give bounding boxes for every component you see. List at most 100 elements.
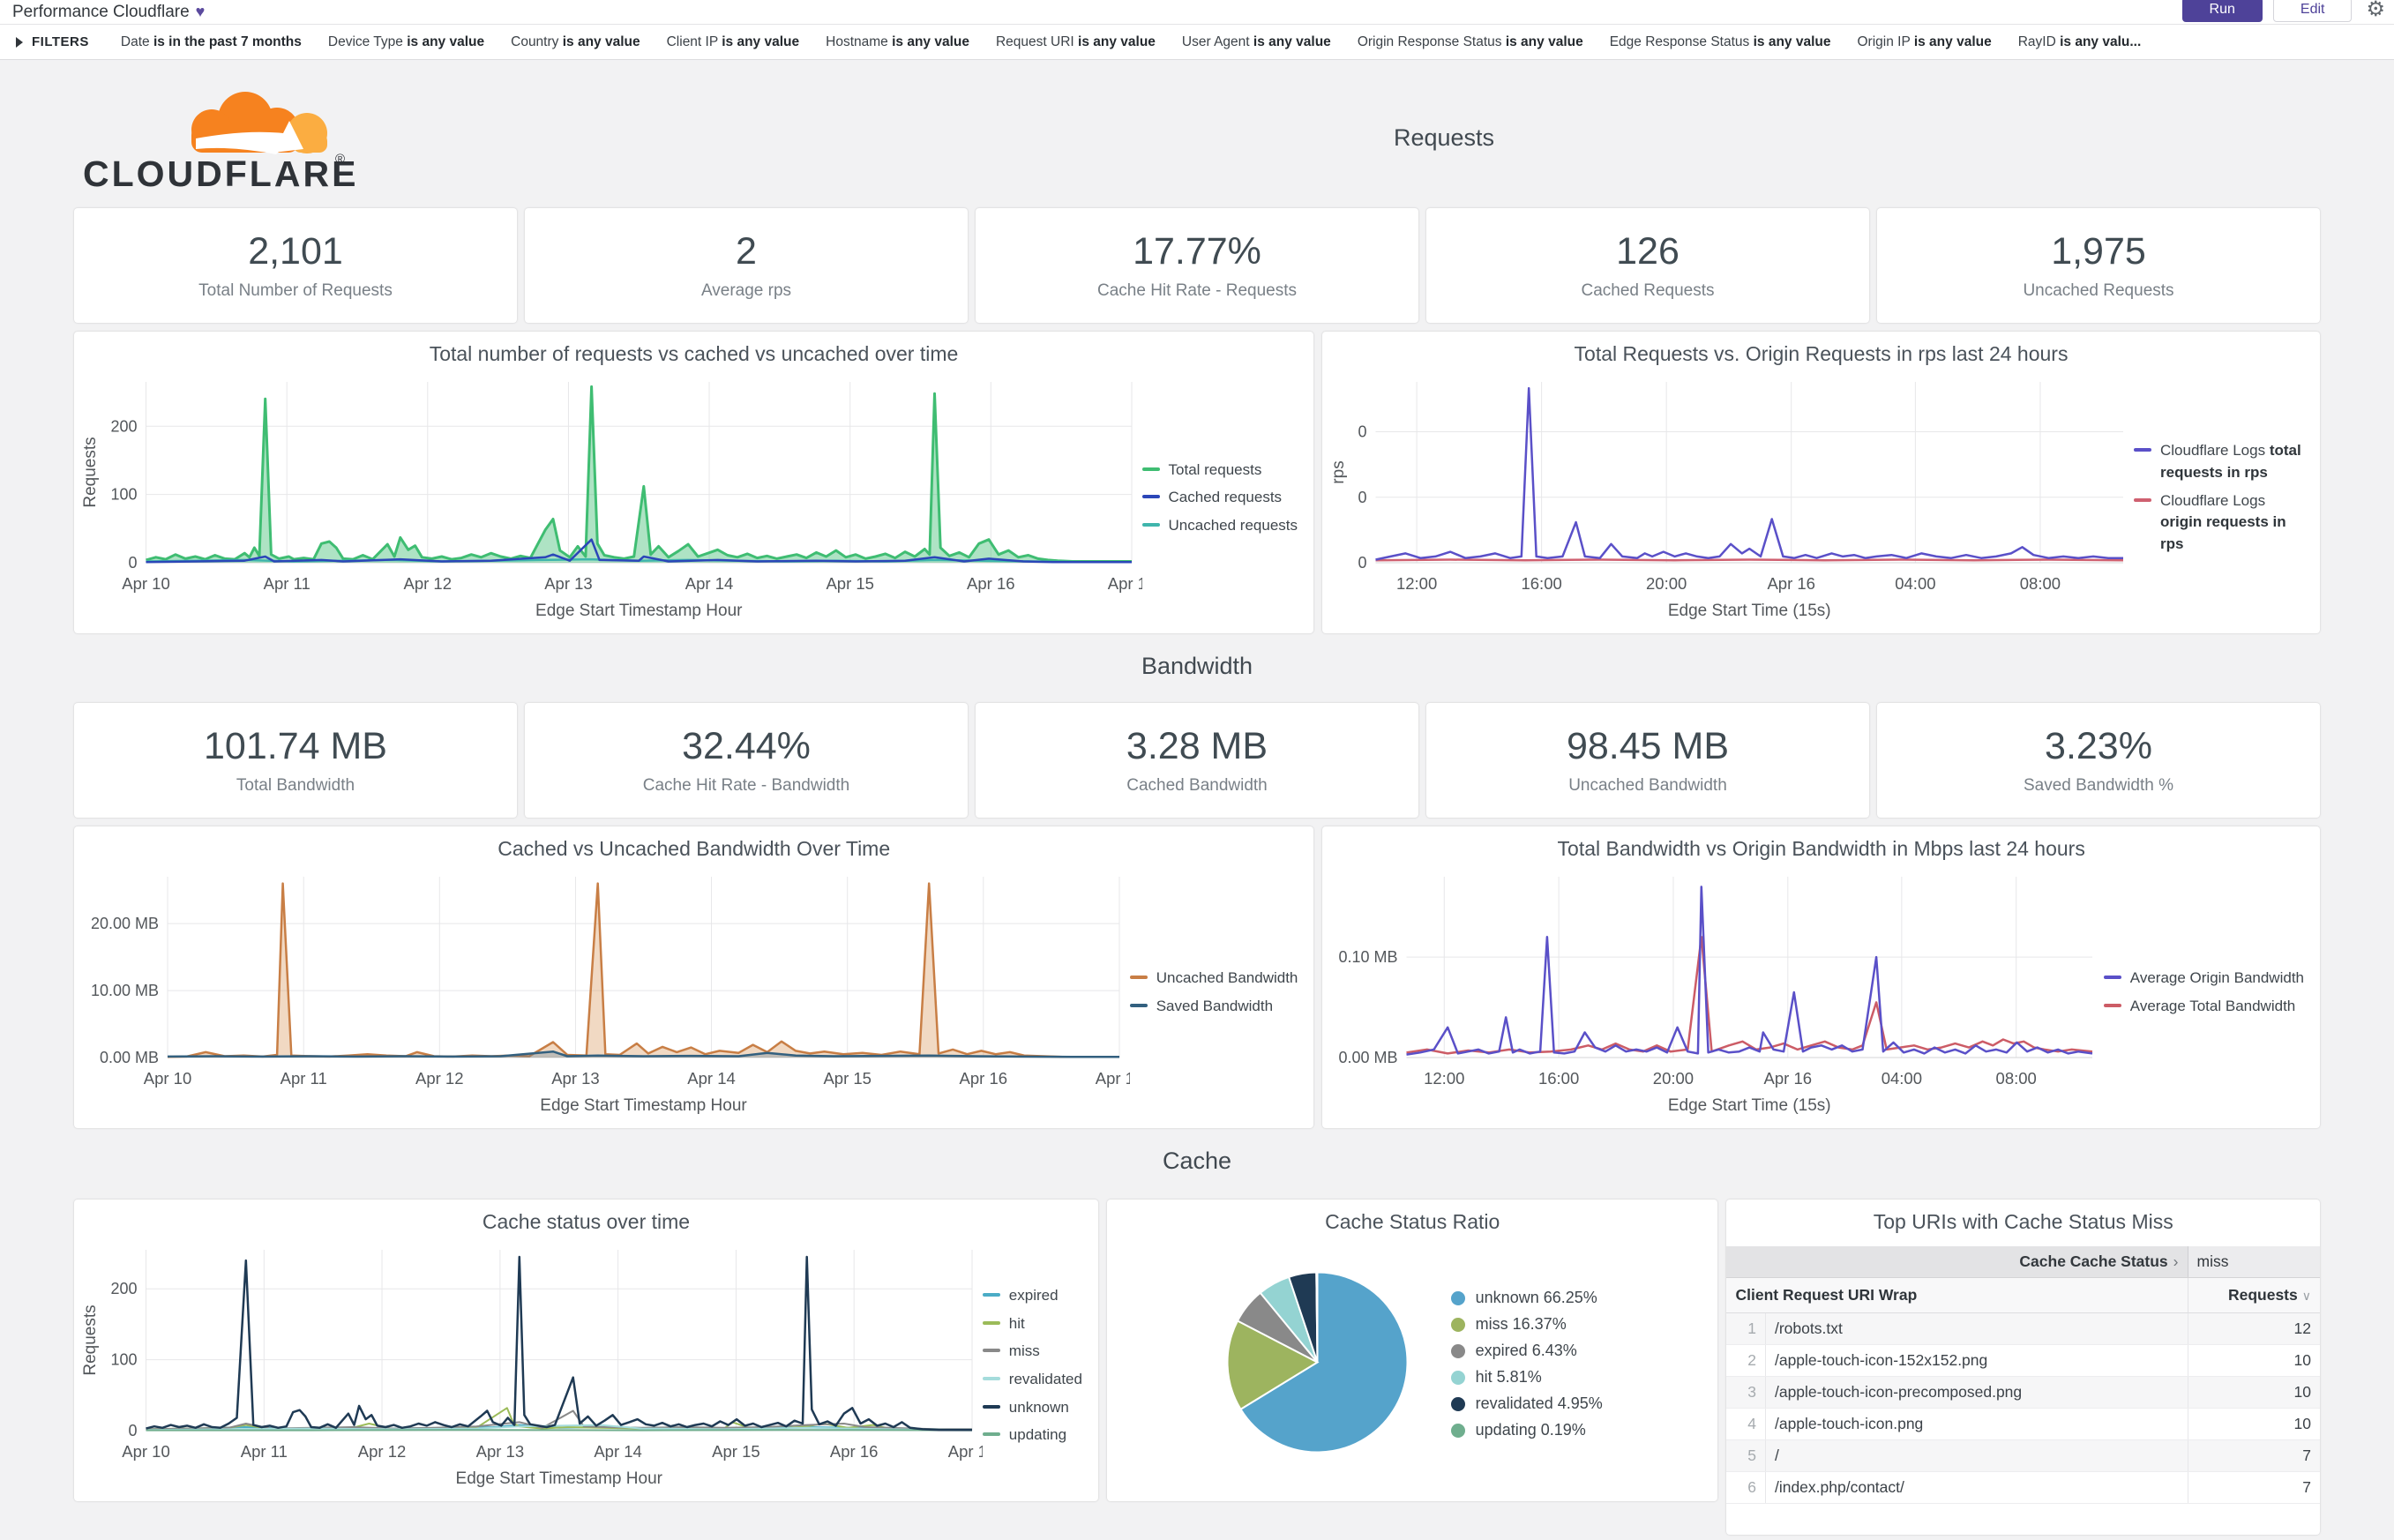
edit-button[interactable]: Edit: [2272, 0, 2353, 22]
bandwidth-rps-chart[interactable]: 0.00 MB 0.10 MB 12:00 16:00 20:00 Apr 16 04:00…: [1328, 864, 2103, 1121]
legend-item[interactable]: Uncached Bandwidth: [1129, 968, 1298, 990]
legend-item[interactable]: Cached requests: [1141, 487, 1298, 509]
legend-item[interactable]: expired 6.43%: [1450, 1342, 1603, 1360]
filter-items: Date is in the past 7 months Device Type …: [121, 34, 2167, 50]
svg-text:10.00 MB: 10.00 MB: [91, 982, 159, 999]
legend-item[interactable]: unknown: [982, 1397, 1082, 1419]
pie-legend: unknown 66.25% miss 16.37% expired 6.43% hi…: [1450, 1281, 1603, 1447]
kpi-tile[interactable]: 126 Cached Requests: [1426, 208, 1869, 323]
legend-item[interactable]: unknown 66.25%: [1450, 1289, 1603, 1307]
uri-cell[interactable]: /apple-touch-icon-152x152.png: [1765, 1344, 2188, 1377]
svg-text:0: 0: [128, 1422, 137, 1439]
column-header-requests[interactable]: Requests ∨: [2187, 1277, 2320, 1313]
table-row[interactable]: 5 / 7: [1726, 1439, 2320, 1472]
legend-item[interactable]: revalidated: [982, 1369, 1082, 1391]
uri-cell[interactable]: /: [1765, 1439, 2188, 1472]
requests-rps-chart[interactable]: 0 0 0 12:00 16:00 20:00 Apr 16 04:00 08:00 Edge S…: [1328, 370, 2134, 626]
kpi-value: 2: [736, 230, 757, 273]
legend-item[interactable]: Uncached requests: [1141, 515, 1298, 537]
legend-item[interactable]: Cloudflare Logs total requests in rps: [2134, 440, 2304, 483]
svg-text:Edge Start Time (15s): Edge Start Time (15s): [1668, 1096, 1831, 1115]
table-row[interactable]: 3 /apple-touch-icon-precomposed.png 10: [1726, 1376, 2320, 1409]
column-header-uri[interactable]: Client Request URI Wrap: [1726, 1277, 2188, 1313]
svg-text:16:00: 16:00: [1521, 574, 1561, 593]
filter-item[interactable]: Hostname is any value: [826, 34, 969, 49]
filter-item[interactable]: Origin Response Status is any value: [1357, 34, 1583, 49]
svg-text:04:00: 04:00: [1895, 574, 1935, 593]
cache-status-over-time-panel: Cache status over time 0 100 200 Apr 10 Apr …: [74, 1200, 1098, 1501]
kpi-tile[interactable]: 17.77% Cache Hit Rate - Requests: [976, 208, 1418, 323]
filter-bar: FILTERS Date is in the past 7 months Devi…: [0, 25, 2394, 60]
filter-item[interactable]: Date is in the past 7 months: [120, 34, 302, 49]
uri-cell[interactable]: /apple-touch-icon.png: [1765, 1408, 2188, 1440]
dashboard-title: Performance Cloudflare ♥: [12, 3, 205, 22]
table-row[interactable]: 2 /apple-touch-icon-152x152.png 10: [1726, 1344, 2320, 1377]
uri-cell[interactable]: /robots.txt: [1765, 1312, 2188, 1345]
kpi-tile[interactable]: 3.23% Saved Bandwidth %: [1877, 703, 2320, 818]
kpi-tile[interactable]: 98.45 MB Uncached Bandwidth: [1426, 703, 1869, 818]
legend-item[interactable]: hit 5.81%: [1450, 1368, 1603, 1387]
chart-title: Total Bandwidth vs Origin Bandwidth in M…: [1557, 837, 2085, 860]
kpi-tile[interactable]: 1,975 Uncached Requests: [1877, 208, 2320, 323]
kpi-tile[interactable]: 101.74 MB Total Bandwidth: [74, 703, 517, 818]
legend-item[interactable]: Cloudflare Logs origin requests in rps: [2134, 490, 2304, 556]
legend-item[interactable]: updating 0.19%: [1450, 1421, 1603, 1439]
expand-filters-icon[interactable]: [16, 36, 23, 48]
filter-item[interactable]: Client IP is any value: [666, 34, 800, 49]
chart-legend: Cloudflare Logs total requests in rps Clo…: [2134, 434, 2315, 561]
cache-status-ratio-pie-chart[interactable]: [1223, 1267, 1412, 1462]
table-row[interactable]: 6 /index.php/contact/ 7: [1726, 1471, 2320, 1504]
kpi-label: Total Bandwidth: [236, 776, 355, 795]
kpi-tile[interactable]: 2,101 Total Number of Requests: [74, 208, 517, 323]
requests-cell: 7: [2187, 1471, 2320, 1504]
table-row[interactable]: 4 /apple-touch-icon.png 10: [1726, 1408, 2320, 1440]
filter-item[interactable]: Country is any value: [511, 34, 640, 49]
legend-item[interactable]: updating: [982, 1424, 1082, 1447]
svg-text:100: 100: [110, 1351, 137, 1369]
uri-cell[interactable]: /index.php/contact/: [1765, 1471, 2188, 1504]
svg-text:Apr 16: Apr 16: [1764, 1069, 1813, 1088]
legend-item[interactable]: hit: [982, 1313, 1082, 1335]
kpi-tile[interactable]: 2 Average rps: [525, 208, 968, 323]
pivot-value[interactable]: miss: [2187, 1246, 2320, 1278]
legend-item[interactable]: Total requests: [1141, 460, 1298, 482]
legend-item[interactable]: Average Total Bandwidth: [2103, 996, 2304, 1018]
legend-item[interactable]: miss 16.37%: [1450, 1315, 1603, 1334]
run-button[interactable]: Run: [2181, 0, 2263, 22]
pivot-header[interactable]: Cache Cache Status ›: [1726, 1246, 2188, 1278]
filter-item[interactable]: Origin IP is any value: [1857, 34, 1992, 49]
chart-legend: Uncached Bandwidth Saved Bandwidth: [1129, 961, 1309, 1023]
top-uris-table: Cache Cache Status › miss Client Request …: [1726, 1246, 2320, 1504]
legend-item[interactable]: expired: [982, 1285, 1082, 1307]
row-index: 3: [1726, 1376, 1766, 1409]
section-header-cache: Cache: [1162, 1148, 1232, 1174]
legend-item[interactable]: revalidated 4.95%: [1450, 1394, 1603, 1413]
cache-status-over-time-chart[interactable]: 0 100 200 Apr 10 Apr 11 Apr 12 Apr 13 Apr 14 Apr…: [79, 1237, 996, 1494]
requests-over-time-chart[interactable]: 0 100 200 Apr 10 Apr 11 Apr 12 Apr 13 Apr 14 Apr…: [79, 370, 1156, 626]
table-row[interactable]: 1 /robots.txt 12: [1726, 1312, 2320, 1345]
svg-text:Apr 16: Apr 16: [830, 1442, 879, 1461]
filter-item[interactable]: RayID is any valu...: [2017, 34, 2142, 49]
legend-item[interactable]: Saved Bandwidth: [1129, 996, 1298, 1018]
cloudflare-logo: CLOUDFLARE ®: [74, 75, 568, 201]
kpi-tile[interactable]: 3.28 MB Cached Bandwidth: [976, 703, 1418, 818]
table-title: Top URIs with Cache Status Miss: [1873, 1210, 2173, 1233]
filter-item[interactable]: Edge Response Status is any value: [1609, 34, 1831, 49]
filter-item[interactable]: User Agent is any value: [1181, 34, 1331, 49]
bandwidth-kpi-row: 101.74 MB Total Bandwidth 32.44% Cache H…: [74, 703, 2320, 818]
top-bar: Performance Cloudflare ♥ Run Edit ⚙: [0, 0, 2394, 25]
filter-item[interactable]: Device Type is any value: [327, 34, 485, 49]
bandwidth-over-time-chart[interactable]: 0.00 MB 10.00 MB 20.00 MB Apr 10 Apr 11 Apr 1…: [79, 864, 1143, 1121]
svg-text:200: 200: [110, 1280, 137, 1297]
filter-item[interactable]: Request URI is any value: [995, 34, 1156, 49]
kpi-tile[interactable]: 32.44% Cache Hit Rate - Bandwidth: [525, 703, 968, 818]
legend-item[interactable]: Average Origin Bandwidth: [2103, 968, 2304, 990]
svg-text:Apr 10: Apr 10: [122, 1442, 170, 1461]
legend-item[interactable]: miss: [982, 1341, 1082, 1363]
kpi-label: Cache Hit Rate - Bandwidth: [642, 776, 850, 795]
settings-gear-icon[interactable]: ⚙: [2366, 0, 2385, 21]
uri-cell[interactable]: /apple-touch-icon-precomposed.png: [1765, 1376, 2188, 1409]
svg-text:Edge Start Timestamp Hour: Edge Start Timestamp Hour: [535, 602, 743, 620]
kpi-value: 3.23%: [2045, 725, 2152, 767]
section-header-bandwidth: Bandwidth: [1141, 653, 1253, 679]
